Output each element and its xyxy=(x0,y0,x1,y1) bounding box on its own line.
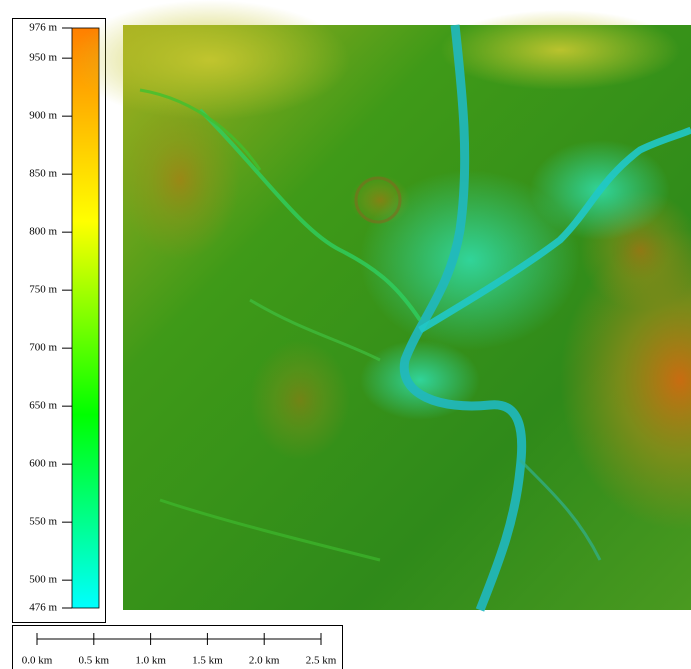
map-page: 976 m 950 m 900 m 850 m 800 m 750 m 700 m 650 m… xyxy=(0,0,691,669)
colorbar-tick-label: 976 m xyxy=(29,22,57,34)
scale-box xyxy=(13,626,343,669)
scale-tick-label: 0.5 km xyxy=(79,655,110,667)
elevation-map xyxy=(70,0,691,610)
colorbar-tick-label: 750 m xyxy=(29,284,57,296)
colorbar-tick-label: 800 m xyxy=(29,226,57,238)
colorbar-tick-label: 476 m xyxy=(29,602,57,614)
colorbar-tick-label: 650 m xyxy=(29,400,57,412)
colorbar-tick-label: 900 m xyxy=(29,110,57,122)
colorbar xyxy=(72,28,99,608)
colorbar-tick-label: 500 m xyxy=(29,574,57,586)
colorbar-tick-label: 600 m xyxy=(29,458,57,470)
scale-tick-label: 1.5 km xyxy=(192,655,223,667)
colorbar-tick-label: 950 m xyxy=(29,52,57,64)
colorbar-tick-label: 550 m xyxy=(29,516,57,528)
scale-tick-label: 1.0 km xyxy=(135,655,166,667)
scale-tick-label: 0.0 km xyxy=(22,655,53,667)
scale-tick-label: 2.5 km xyxy=(306,655,337,667)
scale-tick-label: 2.0 km xyxy=(249,655,280,667)
colorbar-tick-label: 700 m xyxy=(29,342,57,354)
colorbar-tick-label: 850 m xyxy=(29,168,57,180)
